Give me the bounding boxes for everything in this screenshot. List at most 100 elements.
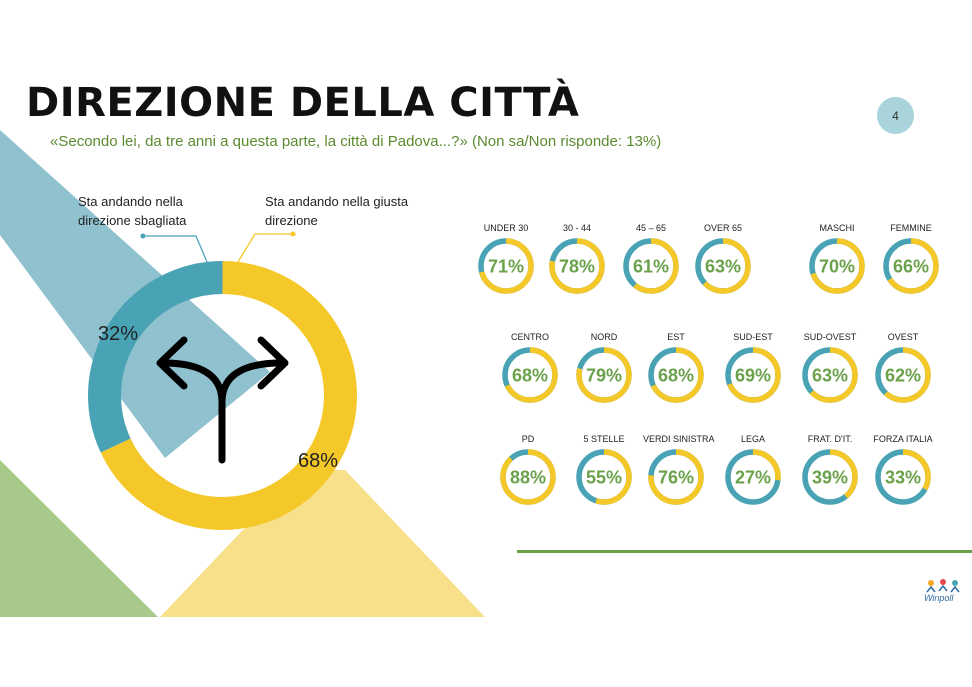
legend-right-direction: Sta andando nella giusta direzione xyxy=(265,192,408,230)
ring-value-arc-forza-italia xyxy=(875,449,931,505)
ring-value-45-65: 61% xyxy=(633,257,669,277)
ring-chart-30-44: 78% xyxy=(549,238,605,294)
legend-right-line1: Sta andando nella giusta xyxy=(265,194,409,209)
ring-label-forza-italia: FORZA ITALIA xyxy=(873,434,933,444)
ring-value-centro: 68% xyxy=(512,366,548,386)
ring-sud-ovest: SUD-OVEST 63% xyxy=(797,330,863,404)
divider-line xyxy=(517,550,972,553)
ring-5-stelle: 5 STELLE 55% xyxy=(571,432,637,506)
ring-verdi-sinistra: VERDI SINISTRA 76% xyxy=(643,432,715,506)
ring-ovest: OVEST 62% xyxy=(870,330,936,404)
legend-wrong-line2: direzione sbagliata xyxy=(78,213,187,228)
page-title: DIREZIONE DELLA CITTÀ xyxy=(26,80,580,126)
ring-30-44: 30 - 44 78% xyxy=(544,221,610,295)
ring-label-lega: LEGA xyxy=(740,434,765,444)
ring-chart-sud-est: 69% xyxy=(725,347,781,403)
ring-chart-centro: 68% xyxy=(502,347,558,403)
donut-slice-wrong-direction xyxy=(88,261,357,530)
ring-value-frat-d-it: 39% xyxy=(812,468,848,488)
ring-value-ovest: 62% xyxy=(885,366,921,386)
legend-right-line2: direzione xyxy=(265,213,318,228)
ring-value-arc-est xyxy=(648,347,704,403)
ring-est: EST 68% xyxy=(643,330,709,404)
ring-chart-forza-italia: 33% xyxy=(875,449,931,505)
ring-chart-5-stelle: 55% xyxy=(576,449,632,505)
ring-value-over-65: 63% xyxy=(705,257,741,277)
ring-value-arc-sud-est xyxy=(725,347,781,403)
ring-chart-over-65: 63% xyxy=(695,238,751,294)
ring-chart-maschi: 70% xyxy=(809,238,865,294)
ring-nord: NORD 79% xyxy=(571,330,637,404)
ring-label-pd: PD xyxy=(521,434,535,444)
ring-label-est: EST xyxy=(667,332,685,342)
ring-label-30-44: 30 - 44 xyxy=(562,223,592,233)
ring-value-arc-under-30 xyxy=(478,238,534,294)
ring-value-arc-nord xyxy=(576,347,632,403)
ring-value-arc-45-65 xyxy=(623,238,679,294)
ring-label-5-stelle: 5 STELLE xyxy=(583,434,625,444)
ring-centro: CENTRO 68% xyxy=(497,330,563,404)
ring-label-sud-ovest: SUD-OVEST xyxy=(803,332,857,342)
ring-chart-ovest: 62% xyxy=(875,347,931,403)
ring-over-65: OVER 65 63% xyxy=(690,221,756,295)
ring-label-under-30: UNDER 30 xyxy=(483,223,529,233)
ring-label-45-65: 45 – 65 xyxy=(635,223,667,233)
ring-chart-pd: 88% xyxy=(500,449,556,505)
ring-label-over-65: OVER 65 xyxy=(703,223,743,233)
ring-value-arc-pd xyxy=(500,449,556,505)
ring-value-lega: 27% xyxy=(735,468,771,488)
ring-value-arc-centro xyxy=(502,347,558,403)
ring-value-maschi: 70% xyxy=(819,257,855,277)
ring-label-centro: CENTRO xyxy=(511,332,549,342)
legend-wrong-direction: Sta andando nella direzione sbagliata xyxy=(78,192,186,230)
ring-value-arc-30-44 xyxy=(549,238,605,294)
legend-wrong-line1: Sta andando nella xyxy=(78,194,183,209)
ring-chart-lega: 27% xyxy=(725,449,781,505)
survey-question: «Secondo lei, da tre anni a questa parte… xyxy=(50,133,662,150)
pct-label-wrong: 32% xyxy=(98,323,139,345)
pct-label-right: 68% xyxy=(298,450,339,472)
ring-value-arc-over-65 xyxy=(695,238,751,294)
ring-chart-nord: 79% xyxy=(576,347,632,403)
fork-arrows-icon xyxy=(156,336,289,464)
ring-value-arc-5-stelle xyxy=(576,449,632,505)
ring-value-30-44: 78% xyxy=(559,257,595,277)
ring-value-femmine: 66% xyxy=(893,257,929,277)
ring-chart-verdi-sinistra: 76% xyxy=(648,449,704,505)
ring-value-under-30: 71% xyxy=(488,257,524,277)
logo-text: Winpoll xyxy=(924,593,954,603)
ring-sud-est: SUD-EST 69% xyxy=(720,330,786,404)
ring-label-maschi: MASCHI xyxy=(819,223,855,233)
main-donut-chart xyxy=(88,261,357,530)
ring-label-ovest: OVEST xyxy=(887,332,919,342)
ring-chart-est: 68% xyxy=(648,347,704,403)
ring-value-est: 68% xyxy=(658,366,694,386)
ring-label-sud-est: SUD-EST xyxy=(733,332,773,342)
ring-value-arc-maschi xyxy=(809,238,865,294)
ring-value-pd: 88% xyxy=(510,468,546,488)
ring-maschi: MASCHI 70% xyxy=(804,221,870,295)
ring-under-30: UNDER 30 71% xyxy=(473,221,539,295)
ring-pd: PD 88% xyxy=(495,432,561,506)
ring-chart-sud-ovest: 63% xyxy=(802,347,858,403)
ring-chart-femmine: 66% xyxy=(883,238,939,294)
ring-45-65: 45 – 65 61% xyxy=(618,221,684,295)
ring-label-femmine: FEMMINE xyxy=(890,223,932,233)
ring-value-arc-ovest xyxy=(875,347,931,403)
ring-value-arc-lega xyxy=(725,449,781,505)
ring-label-frat-d-it: FRAT. D'IT. xyxy=(807,434,853,444)
ring-value-arc-verdi-sinistra xyxy=(648,449,704,505)
ring-value-arc-femmine xyxy=(883,238,939,294)
ring-value-5-stelle: 55% xyxy=(586,468,622,488)
ring-frat-d-it: FRAT. D'IT. 39% xyxy=(797,432,863,506)
ring-value-verdi-sinistra: 76% xyxy=(658,468,694,488)
ring-value-arc-sud-ovest xyxy=(802,347,858,403)
ring-value-forza-italia: 33% xyxy=(885,468,921,488)
ring-femmine: FEMMINE 66% xyxy=(878,221,944,295)
yellow-triangle xyxy=(160,470,485,617)
ring-chart-frat-d-it: 39% xyxy=(802,449,858,505)
page-number-badge: 4 xyxy=(877,97,914,134)
ring-value-sud-est: 69% xyxy=(735,366,771,386)
winpoll-logo xyxy=(926,579,960,593)
ring-value-sud-ovest: 63% xyxy=(812,366,848,386)
